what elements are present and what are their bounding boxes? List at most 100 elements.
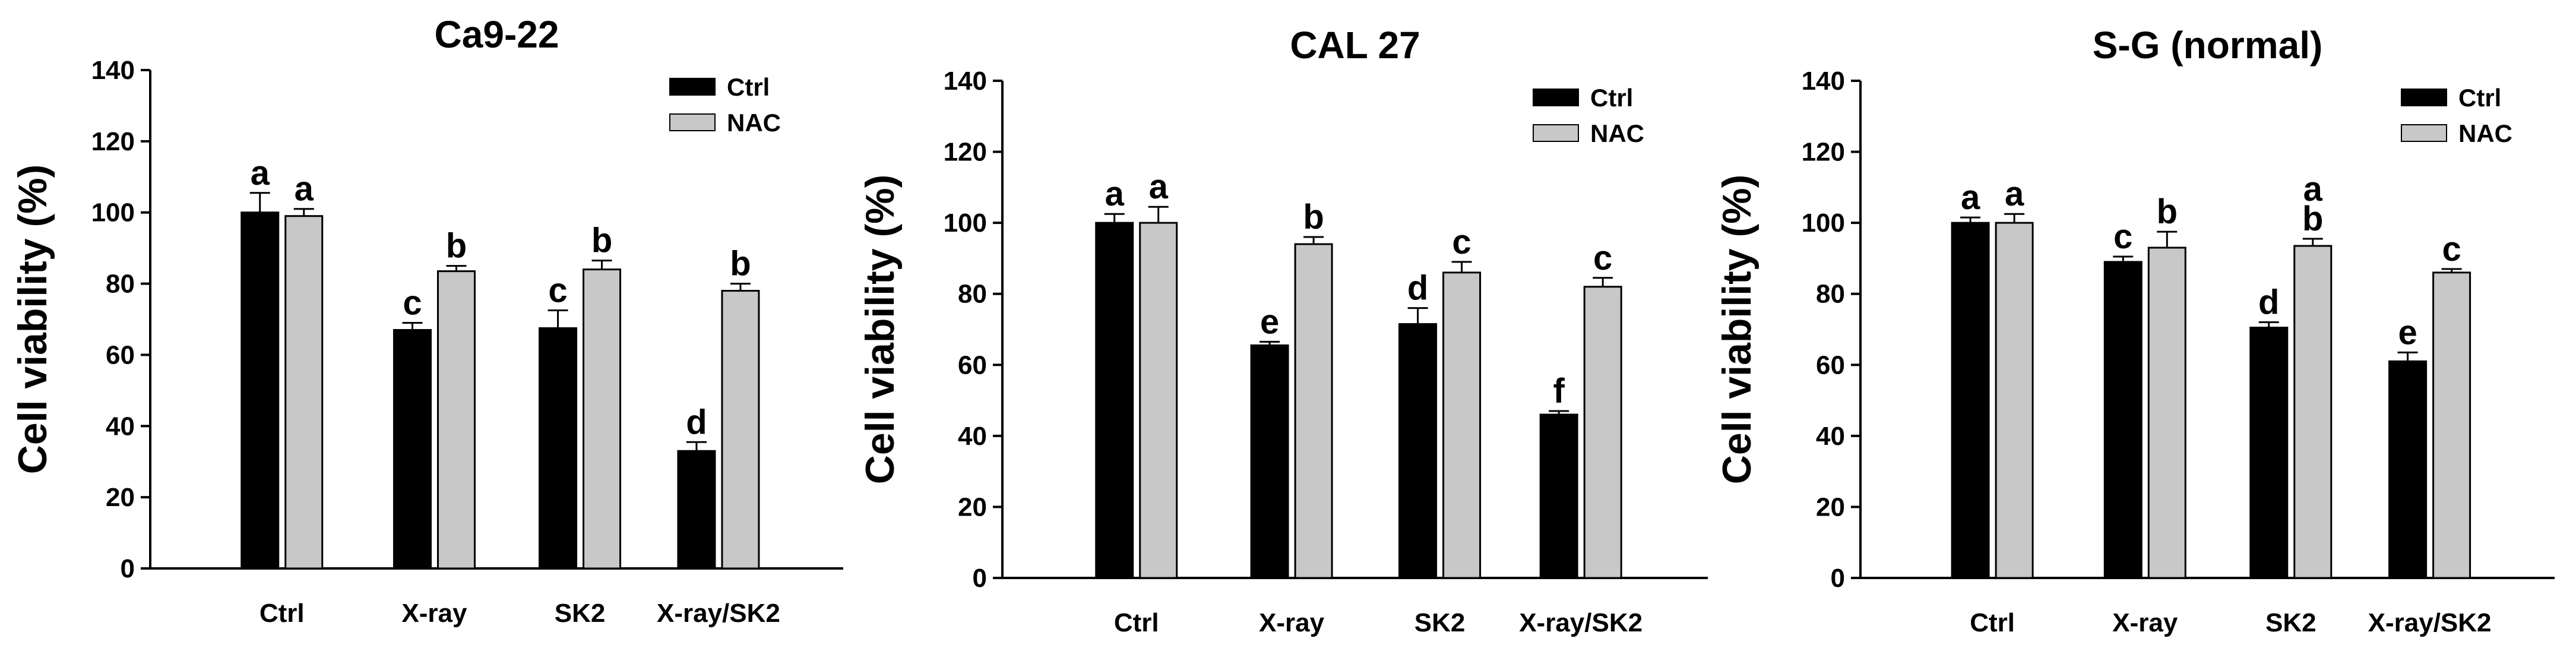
legend-label: NAC bbox=[727, 109, 781, 137]
significance-letter: e bbox=[2398, 313, 2417, 352]
y-tick-label: 120 bbox=[91, 127, 135, 156]
significance-letter: d bbox=[1407, 269, 1428, 308]
x-tick-label: SK2 bbox=[1414, 608, 1466, 637]
bar-ctrl bbox=[2103, 261, 2143, 579]
bar-ctrl bbox=[1095, 222, 1134, 579]
x-tick-label: X-ray bbox=[401, 599, 467, 628]
y-tick-label: 20 bbox=[1816, 492, 1845, 522]
chart-title: CAL 27 bbox=[1290, 24, 1420, 67]
bar-ctrl bbox=[2388, 360, 2428, 579]
legend-swatch-ctrl bbox=[669, 78, 716, 96]
bar-ctrl bbox=[1539, 413, 1578, 579]
y-tick-label: 120 bbox=[944, 138, 987, 167]
significance-letter: c bbox=[1593, 239, 1612, 277]
y-tick-label: 140 bbox=[91, 56, 135, 85]
significance-letter: c bbox=[548, 271, 567, 310]
y-tick-label: 60 bbox=[958, 350, 987, 380]
legend-label: NAC bbox=[2458, 119, 2512, 147]
legend-label: NAC bbox=[1590, 119, 1644, 147]
legend-label: Ctrl bbox=[1590, 84, 1633, 112]
significance-letter: b bbox=[2157, 192, 2178, 231]
bar-ctrl bbox=[677, 450, 716, 570]
bar-nac bbox=[1294, 243, 1333, 579]
y-tick-label: 20 bbox=[106, 483, 135, 512]
bar-nac bbox=[2293, 245, 2333, 579]
legend-swatch-ctrl bbox=[2401, 89, 2447, 106]
x-tick-label: SK2 bbox=[2265, 608, 2316, 637]
y-tick-label: 40 bbox=[106, 412, 135, 441]
significance-letter: b bbox=[730, 245, 751, 283]
y-axis-label: Cell viability (%) bbox=[1714, 175, 1759, 484]
x-tick-label: X-ray/SK2 bbox=[1519, 608, 1643, 637]
bar-ctrl bbox=[1398, 323, 1438, 579]
significance-letter: e bbox=[1260, 302, 1279, 341]
y-axis-label: Cell viability (%) bbox=[857, 175, 903, 484]
x-tick-label: Ctrl bbox=[260, 599, 305, 628]
significance-letter: a bbox=[1149, 168, 1169, 206]
y-axis-label: Cell viability (%) bbox=[10, 165, 55, 474]
y-tick-label: 0 bbox=[1831, 564, 1845, 593]
bar-ctrl bbox=[393, 328, 432, 570]
x-tick-label: X-ray/SK2 bbox=[2368, 608, 2492, 637]
significance-letter: c bbox=[403, 283, 422, 322]
bar-ctrl bbox=[2249, 327, 2289, 579]
bar-nac bbox=[2432, 271, 2471, 579]
x-tick-label: SK2 bbox=[555, 599, 606, 628]
y-tick-label: 0 bbox=[973, 564, 987, 593]
x-tick-label: X-ray/SK2 bbox=[657, 599, 780, 628]
significance-letter: b bbox=[591, 222, 612, 260]
legend-swatch-nac bbox=[2401, 124, 2447, 142]
y-tick-label: 100 bbox=[91, 198, 135, 227]
bar-nac bbox=[583, 268, 622, 570]
x-tick-label: Ctrl bbox=[1970, 608, 2015, 637]
y-tick-label: 20 bbox=[958, 492, 987, 522]
legend-swatch-nac bbox=[669, 113, 716, 131]
significance-letter: b bbox=[446, 227, 467, 266]
bar-ctrl bbox=[240, 211, 280, 570]
y-tick-label: 40 bbox=[1816, 422, 1845, 451]
x-tick-label: Ctrl bbox=[1114, 608, 1159, 637]
y-tick-label: 120 bbox=[1802, 138, 1845, 167]
significance-letter: c bbox=[2113, 217, 2132, 256]
significance-letter: a bbox=[2303, 170, 2323, 208]
significance-letter: d bbox=[686, 403, 707, 441]
chart-panel-1: Ca9-22 0 20 40 60 80 100 120 140 Cell viability (… bbox=[10, 13, 843, 628]
bar-nac bbox=[1442, 271, 1482, 579]
bar-ctrl bbox=[539, 327, 578, 570]
significance-letter: d bbox=[2258, 283, 2279, 322]
chart-panel-3: S-G (normal) 0 20 40 60 80 100 120 140 Cell viabi… bbox=[1714, 24, 2555, 637]
bar-nac bbox=[284, 215, 324, 570]
bar-nac bbox=[436, 270, 476, 570]
x-tick-label: X-ray bbox=[2112, 608, 2178, 637]
bar-nac bbox=[1583, 286, 1622, 579]
significance-letter: a bbox=[251, 154, 270, 192]
significance-letter: f bbox=[1553, 372, 1565, 410]
bar-nac bbox=[2147, 247, 2186, 579]
bar-ctrl bbox=[1951, 222, 1990, 579]
bar-nac bbox=[721, 290, 760, 570]
y-tick-label: 80 bbox=[1816, 280, 1845, 309]
legend-label: Ctrl bbox=[2458, 84, 2501, 112]
significance-letter: b bbox=[2302, 200, 2323, 238]
significance-letter: a bbox=[2005, 175, 2024, 213]
significance-letter: a bbox=[1105, 175, 1125, 213]
y-tick-label: 0 bbox=[121, 554, 135, 583]
bar-nac bbox=[1995, 222, 2034, 579]
y-tick-label: 100 bbox=[944, 208, 987, 238]
significance-letter: b bbox=[1303, 198, 1324, 236]
significance-letter: c bbox=[2442, 230, 2461, 268]
significance-letter: a bbox=[1961, 178, 1980, 217]
y-tick-label: 140 bbox=[1802, 67, 1845, 96]
y-tick-label: 80 bbox=[958, 280, 987, 309]
legend-swatch-nac bbox=[1533, 124, 1579, 142]
chart-title: Ca9-22 bbox=[435, 13, 559, 56]
y-tick-label: 60 bbox=[106, 340, 135, 369]
bar-nac bbox=[1139, 222, 1178, 579]
significance-letter: a bbox=[295, 170, 314, 208]
y-tick-label: 80 bbox=[106, 270, 135, 299]
bar-ctrl bbox=[1250, 344, 1289, 579]
y-tick-label: 60 bbox=[1816, 350, 1845, 380]
y-tick-label: 140 bbox=[944, 67, 987, 96]
chart-title: S-G (normal) bbox=[2093, 24, 2323, 67]
